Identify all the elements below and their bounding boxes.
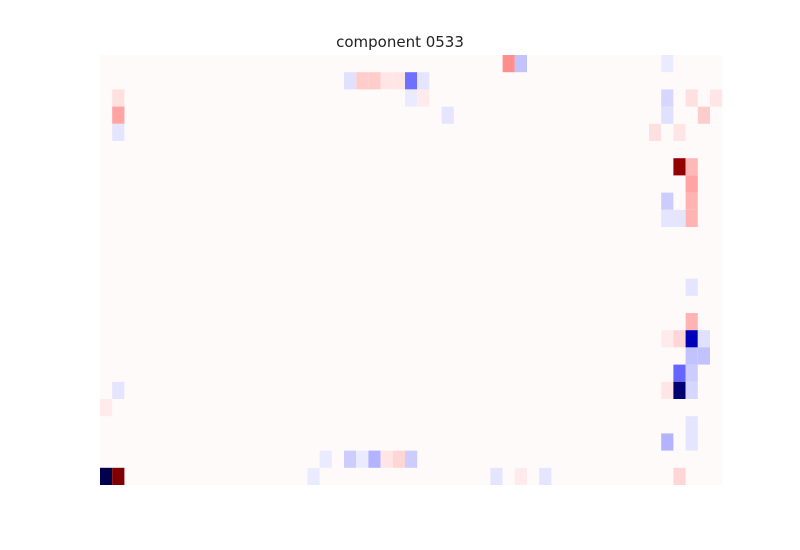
heatmap-cell [661,89,674,107]
heatmap-cell [685,209,698,227]
heatmap-cell [685,192,698,210]
heatmap-cell [405,72,418,90]
heatmap-cell [685,313,698,331]
heatmap-cell [685,433,698,451]
heatmap-cell [685,89,698,107]
heatmap-cell [685,278,698,296]
heatmap-cell [344,72,357,90]
heatmap-cell [673,381,686,399]
heatmap-cell [100,467,113,485]
heatmap-cell [112,381,125,399]
heatmap-cell [356,450,369,468]
heatmap-cell [368,450,381,468]
heatmap-cell [661,433,674,451]
heatmap-cell [649,123,662,141]
heatmap-cell [685,416,698,434]
heatmap-cell [661,330,674,348]
heatmap-cell [685,364,698,382]
heatmap-cell [697,347,710,365]
heatmap-cell [673,467,686,485]
chart-title: component 0533 [336,33,464,51]
heatmap-cell [344,450,357,468]
heatmap-cell [661,55,674,73]
heatmap-cell [697,106,710,124]
heatmap-cell [673,364,686,382]
heatmap-cell [685,330,698,348]
heatmap-cell [673,158,686,176]
heatmap-cell [661,209,674,227]
heatmap-cell [514,467,527,485]
heatmap-cell [490,467,503,485]
heatmap-cell [661,381,674,399]
heatmap-cell [405,89,418,107]
heatmap-cell [673,209,686,227]
heatmap-cell [539,467,552,485]
heatmap-cell [661,192,674,210]
heatmap-cell [380,72,393,90]
heatmap-cell [112,467,125,485]
heatmap-cell [112,106,125,124]
heatmap-cell [100,399,113,417]
heatmap-cell [685,381,698,399]
heatmap-cell [441,106,454,124]
heatmap-cell [112,123,125,141]
heatmap-cell [502,55,515,73]
heatmap-cell [417,89,430,107]
heatmap-cell [685,347,698,365]
heatmap-cell [405,450,418,468]
heatmap-cell [319,450,332,468]
heatmap-cell [685,175,698,193]
heatmap-cell [673,330,686,348]
heatmap-cell [661,106,674,124]
heatmap-cell [685,158,698,176]
heatmap-cell [417,72,430,90]
heatmap-cell [368,72,381,90]
heatmap-cell [392,72,405,90]
heatmap-cell [673,123,686,141]
heatmap-cell [514,55,527,73]
heatmap-cell [380,450,393,468]
heatmap-cell [356,72,369,90]
heatmap-cell [697,330,710,348]
heatmap-background [100,55,723,485]
heatmap-cell [710,89,723,107]
heatmap-cell [392,450,405,468]
heatmap-cell [112,89,125,107]
heatmap-cell [307,467,320,485]
